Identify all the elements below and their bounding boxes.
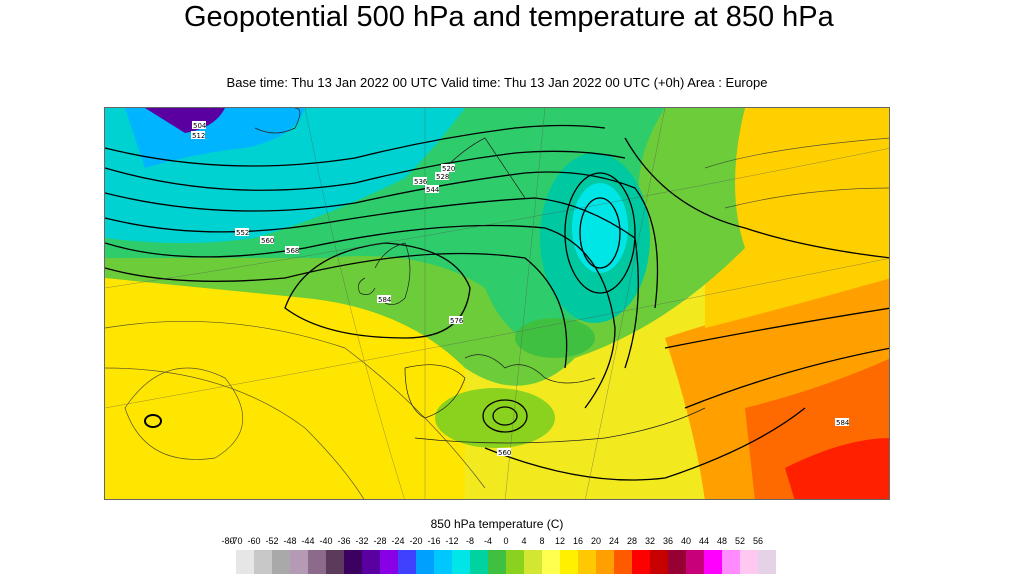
contour-label-520: 520 xyxy=(442,165,455,173)
legend-swatch xyxy=(758,550,776,574)
contour-label-504: 504 xyxy=(193,122,207,130)
legend-swatch xyxy=(236,550,254,574)
legend-tick-label: 20 xyxy=(590,536,602,546)
legend-tick-label: -40 xyxy=(319,536,333,546)
legend-tick-label: 28 xyxy=(626,536,638,546)
weather-map[interactable]: 504 512 520 528 536 544 552 560 568 576 … xyxy=(104,107,890,500)
legend-swatch xyxy=(272,550,290,574)
legend-tick-label: 12 xyxy=(554,536,566,546)
legend-tick-label: 24 xyxy=(608,536,620,546)
legend-swatch xyxy=(362,550,380,574)
chart-title: Geopotential 500 hPa and temperature at … xyxy=(184,1,834,33)
contour-label-560-med: 560 xyxy=(498,449,511,457)
legend-tick-label: -12 xyxy=(445,536,459,546)
contour-label-584: 584 xyxy=(378,296,392,304)
contour-labels: 504 512 520 528 536 544 552 560 568 576 … xyxy=(191,121,850,457)
legend-tick-label: -48 xyxy=(283,536,297,546)
legend-tick-label: -24 xyxy=(391,536,405,546)
legend-swatch xyxy=(308,550,326,574)
coastlines xyxy=(254,108,706,444)
legend-swatch xyxy=(686,550,704,574)
legend-swatch xyxy=(668,550,686,574)
contour-label-544: 544 xyxy=(426,186,440,194)
legend-swatch xyxy=(470,550,488,574)
legend-tick-label: -80 xyxy=(221,536,235,546)
legend-tick-label: -28 xyxy=(373,536,387,546)
thickness-contours xyxy=(105,137,889,499)
legend-tick-label: 48 xyxy=(716,536,728,546)
legend-ticks: -80 -70 -60 -52 -48 -44 -40 -36 -32 -28 -24 -20 -16-… xyxy=(209,536,789,548)
map-canvas: 504 512 520 528 536 544 552 560 568 576 … xyxy=(105,108,889,499)
cold-pool-core xyxy=(572,183,628,273)
contour-label-512: 512 xyxy=(192,132,205,140)
contour-label-568: 568 xyxy=(286,247,299,255)
contour-label-584-east: 584 xyxy=(836,419,850,427)
temperature-zone-hottest xyxy=(785,438,889,499)
legend-swatch xyxy=(416,550,434,574)
legend-tick-label: -44 xyxy=(301,536,315,546)
legend-swatch xyxy=(542,550,560,574)
legend-tick-label: -8 xyxy=(465,536,475,546)
legend-tick-label: 32 xyxy=(644,536,656,546)
legend-swatch xyxy=(650,550,668,574)
legend-swatch xyxy=(344,550,362,574)
contour-label-528: 528 xyxy=(436,173,449,181)
legend-tick-label: -36 xyxy=(337,536,351,546)
legend-tick-label: 4 xyxy=(521,536,527,546)
legend-swatch xyxy=(524,550,542,574)
contour-label-552: 552 xyxy=(236,229,249,237)
legend-title: 850 hPa temperature (C) xyxy=(430,517,564,531)
temperature-zone-balkans xyxy=(515,318,595,358)
legend-colorbar xyxy=(236,550,776,574)
geopotential-contours xyxy=(105,124,889,481)
contour-label-560: 560 xyxy=(261,237,274,245)
legend-swatch xyxy=(722,550,740,574)
legend-tick-label: -4 xyxy=(483,536,493,546)
legend-tick-label: 16 xyxy=(572,536,584,546)
legend-tick-label: 40 xyxy=(680,536,692,546)
legend-tick-label: 44 xyxy=(698,536,710,546)
legend-swatch xyxy=(326,550,344,574)
legend-tick-label: -32 xyxy=(355,536,369,546)
legend-tick-label: 0 xyxy=(503,536,509,546)
legend-tick-label: -52 xyxy=(265,536,279,546)
legend-tick-label: -70 xyxy=(229,536,243,546)
contour-label-536: 536 xyxy=(414,178,428,186)
legend-tick-label: -60 xyxy=(247,536,261,546)
legend-swatch xyxy=(596,550,614,574)
legend-swatch xyxy=(506,550,524,574)
legend-tick-label: 56 xyxy=(752,536,764,546)
legend-swatch xyxy=(290,550,308,574)
legend-swatch xyxy=(434,550,452,574)
temperature-zone-med xyxy=(435,388,555,448)
legend-tick-label: 36 xyxy=(662,536,674,546)
legend-swatch xyxy=(704,550,722,574)
legend-swatch xyxy=(380,550,398,574)
legend-tick-label: -16 xyxy=(427,536,441,546)
legend-swatch xyxy=(488,550,506,574)
legend-tick-label: 52 xyxy=(734,536,746,546)
legend-swatch xyxy=(614,550,632,574)
chart-subtitle: Base time: Thu 13 Jan 2022 00 UTC Valid … xyxy=(226,75,768,90)
legend-tick-label: -20 xyxy=(409,536,423,546)
legend-swatch xyxy=(740,550,758,574)
contour-label-576: 576 xyxy=(450,317,464,325)
legend-swatch xyxy=(452,550,470,574)
temperature-zone-east xyxy=(705,108,889,328)
legend-swatch xyxy=(398,550,416,574)
legend-swatch xyxy=(632,550,650,574)
legend-swatch xyxy=(578,550,596,574)
legend-swatch xyxy=(254,550,272,574)
legend-tick-label: 8 xyxy=(539,536,545,546)
legend-swatch xyxy=(560,550,578,574)
